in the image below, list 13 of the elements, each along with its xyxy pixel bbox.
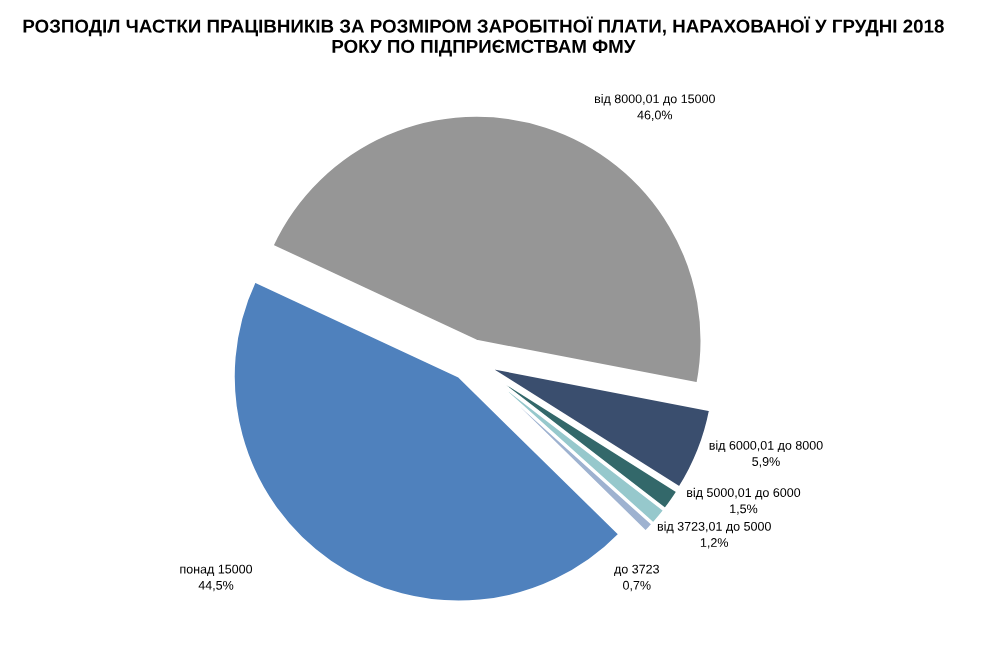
slice-label: до 3723 (614, 564, 659, 576)
data-label: 5,9% (752, 457, 780, 468)
data-label: 46,0% (637, 110, 673, 121)
chart-title: РОЗПОДІЛ ЧАСТКИ ПРАЦІВНИКІВ ЗА РОЗМІРОМ ЗАРОБІТНОЇ ПЛАТИ, НАРАХОВАНОЇ У ГРУДНІ 2018 РОКУ ПО ПІДПРИЄМСТВАМ ФМУ (23, 16, 944, 57)
slice-label: від 6000,01 до 8000 (709, 440, 823, 453)
slice-label: понад 15000 (180, 564, 253, 576)
slice-label: від 3723,01 до 5000 (657, 521, 771, 534)
slice-label: від 8000,01 до 15000 (594, 94, 715, 106)
data-label: 1,5% (730, 504, 758, 515)
data-label: 0,7% (623, 580, 651, 592)
data-label: 44,5% (198, 580, 234, 592)
data-label: 1,2% (700, 538, 729, 549)
slice-label: від 5000,01 до 6000 (687, 487, 801, 500)
